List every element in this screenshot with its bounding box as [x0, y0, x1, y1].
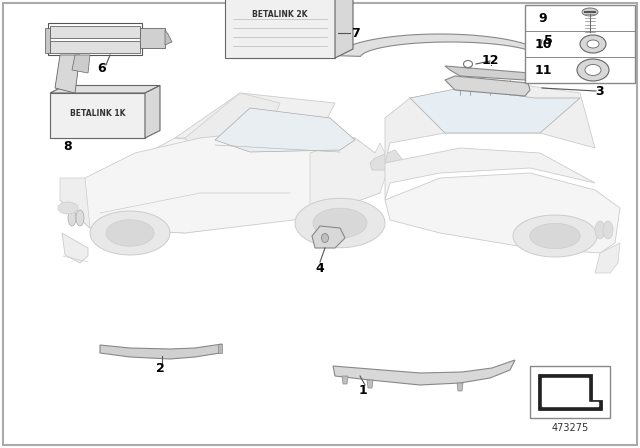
Polygon shape	[333, 360, 515, 385]
Ellipse shape	[463, 60, 472, 68]
Polygon shape	[342, 376, 348, 384]
Polygon shape	[542, 378, 598, 406]
Polygon shape	[603, 221, 613, 239]
Polygon shape	[295, 198, 385, 248]
Polygon shape	[335, 34, 545, 56]
Polygon shape	[50, 86, 160, 93]
Polygon shape	[106, 220, 154, 246]
Polygon shape	[45, 28, 50, 53]
Text: 10: 10	[534, 38, 552, 51]
Polygon shape	[445, 76, 530, 96]
Text: 11: 11	[534, 64, 552, 77]
Polygon shape	[538, 374, 602, 410]
Ellipse shape	[585, 65, 601, 76]
Polygon shape	[385, 148, 595, 200]
Text: 4: 4	[316, 262, 324, 275]
Polygon shape	[62, 233, 88, 263]
Polygon shape	[385, 173, 620, 253]
Ellipse shape	[321, 233, 328, 242]
Polygon shape	[55, 55, 80, 93]
Text: 9: 9	[539, 12, 547, 25]
Polygon shape	[60, 138, 310, 233]
Polygon shape	[513, 215, 597, 257]
Bar	[525, 5, 635, 83]
Text: 6: 6	[98, 61, 106, 74]
Polygon shape	[445, 66, 530, 80]
Text: 1: 1	[358, 384, 367, 397]
Text: 2: 2	[156, 362, 164, 375]
Text: 473275: 473275	[552, 423, 589, 433]
Polygon shape	[76, 210, 84, 226]
Polygon shape	[58, 202, 78, 214]
Polygon shape	[60, 128, 380, 233]
Polygon shape	[72, 55, 90, 73]
Polygon shape	[312, 226, 345, 248]
Polygon shape	[50, 93, 145, 138]
Ellipse shape	[464, 62, 472, 68]
Polygon shape	[225, 0, 335, 58]
Text: BETALINK 2K: BETALINK 2K	[252, 10, 308, 19]
Polygon shape	[145, 86, 160, 138]
Polygon shape	[457, 383, 463, 391]
Polygon shape	[60, 178, 90, 228]
Polygon shape	[140, 28, 165, 48]
Polygon shape	[100, 344, 222, 359]
Polygon shape	[50, 41, 140, 53]
Polygon shape	[313, 208, 367, 238]
Polygon shape	[185, 93, 280, 163]
Polygon shape	[175, 93, 335, 163]
Polygon shape	[218, 344, 222, 353]
Text: 8: 8	[64, 139, 72, 152]
Polygon shape	[530, 224, 580, 249]
Polygon shape	[215, 108, 355, 152]
Polygon shape	[335, 0, 353, 58]
Text: 5: 5	[543, 34, 552, 47]
Polygon shape	[165, 30, 172, 45]
Polygon shape	[385, 83, 595, 163]
Text: 12: 12	[481, 53, 499, 66]
Polygon shape	[90, 211, 170, 255]
Polygon shape	[595, 243, 620, 273]
Ellipse shape	[577, 59, 609, 81]
Polygon shape	[370, 150, 405, 170]
Text: BETALINK 1K: BETALINK 1K	[70, 109, 125, 118]
Polygon shape	[595, 221, 605, 239]
Text: 3: 3	[596, 85, 604, 98]
Polygon shape	[68, 210, 76, 226]
Ellipse shape	[580, 35, 606, 53]
Polygon shape	[367, 380, 373, 388]
Polygon shape	[50, 26, 140, 38]
Polygon shape	[410, 88, 580, 133]
Text: 7: 7	[351, 26, 360, 39]
Polygon shape	[310, 138, 390, 218]
Polygon shape	[582, 8, 598, 16]
Ellipse shape	[587, 40, 599, 48]
Bar	[530, 366, 610, 418]
